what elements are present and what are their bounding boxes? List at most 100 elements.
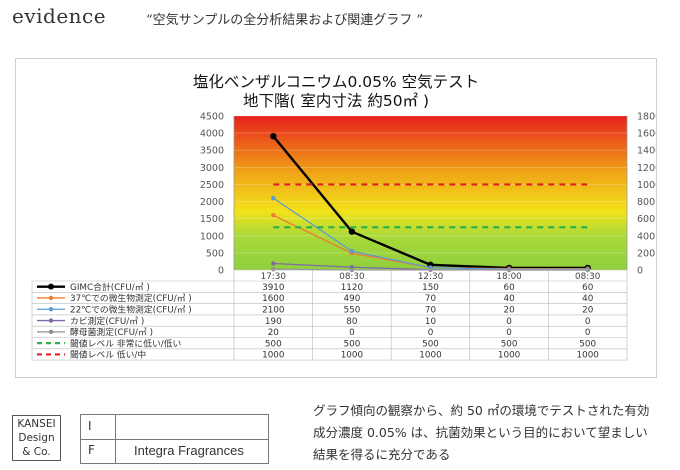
legend-marker xyxy=(48,295,54,301)
info-key: I xyxy=(88,419,92,433)
table-cell: 0 xyxy=(506,317,512,327)
table-cell: 190 xyxy=(265,317,282,327)
y-left-tick-label: 0 xyxy=(218,266,224,277)
table-cell: 490 xyxy=(344,294,361,304)
table-cell: 1000 xyxy=(262,351,285,361)
header-brand: evidence xyxy=(12,4,107,28)
logo-line: Design xyxy=(18,432,55,444)
table-cell: 20 xyxy=(582,305,594,315)
table-cell: 1000 xyxy=(498,351,521,361)
table-cell: 1000 xyxy=(577,351,600,361)
legend-marker xyxy=(48,307,54,312)
table-cell: 60 xyxy=(582,283,594,293)
y-right-tick-label: 1800 xyxy=(637,112,656,123)
table-cell: 150 xyxy=(422,283,439,293)
table-cell: 40 xyxy=(503,294,515,304)
legend-marker xyxy=(48,329,54,335)
header-subtitle: “空気サンプルの全分析結果および関連グラフ ” xyxy=(146,13,424,28)
info-divider xyxy=(115,439,116,463)
table-cell: 500 xyxy=(501,339,518,349)
table-cell: 20 xyxy=(503,305,515,315)
y-left-tick-label: 1500 xyxy=(200,214,224,225)
description-line: 結果を得るに充分である xyxy=(313,447,451,462)
table-cell: 500 xyxy=(265,339,282,349)
legend-label: 酵母菌測定(CFU/㎥ ) xyxy=(70,326,153,338)
table-cell: 1600 xyxy=(262,294,285,304)
description-line: グラフ傾向の観察から、約 50 ㎡の環境でテストされた有効 xyxy=(313,403,650,418)
table-cell: 80 xyxy=(346,317,358,327)
info-row: I xyxy=(81,415,268,440)
y-left-tick-label: 500 xyxy=(206,248,224,259)
legend-label: 閾値レベル 非常に低い/低い xyxy=(70,337,182,349)
y-left-tick-label: 4000 xyxy=(200,129,224,140)
data-point xyxy=(348,228,356,235)
table-cell: 60 xyxy=(503,283,515,293)
table-cell: 20 xyxy=(268,328,280,338)
y-right-tick-label: 600 xyxy=(637,214,655,225)
table-cell: 2100 xyxy=(262,305,285,315)
table-cell: 500 xyxy=(579,339,596,349)
description-line: 成分濃度 0.05% は、抗菌効果という目的において望ましい xyxy=(313,425,648,440)
kansei-logo: KANSEI Design & Co. xyxy=(12,415,61,461)
x-tick-label: 08:30 xyxy=(575,272,601,282)
data-point xyxy=(270,132,277,140)
y-right-tick-label: 1400 xyxy=(637,146,656,157)
table-cell: 1000 xyxy=(419,351,442,361)
table-cell: 1000 xyxy=(341,351,364,361)
table-cell: 500 xyxy=(344,339,361,349)
info-key: F xyxy=(88,443,95,457)
table-cell: 40 xyxy=(582,294,594,304)
y-left-tick-label: 1000 xyxy=(200,231,224,242)
chart-title-line: 塩化ベンザルコニウム0.05% 空気テスト xyxy=(193,73,479,91)
legend-label: カビ測定(CFU/㎥ ) xyxy=(70,315,144,327)
y-right-tick-label: 1600 xyxy=(637,129,656,140)
data-point xyxy=(271,213,276,218)
table-cell: 500 xyxy=(422,339,439,349)
y-left-tick-label: 3500 xyxy=(200,146,224,157)
table-cell: 0 xyxy=(428,328,434,338)
data-point xyxy=(349,248,355,254)
logo-line: & Co. xyxy=(22,446,51,458)
chart-title-line: 地下階( 室内寸法 約50㎡ ) xyxy=(243,92,429,110)
y-right-tick-label: 0 xyxy=(637,266,643,277)
table-cell: 70 xyxy=(425,305,437,315)
y-right-tick-label: 400 xyxy=(637,231,655,242)
table-cell: 550 xyxy=(344,305,361,315)
table-cell: 0 xyxy=(506,328,512,338)
y-right-tick-label: 1200 xyxy=(637,163,656,174)
y-left-tick-label: 2500 xyxy=(200,180,224,191)
data-point xyxy=(271,195,276,201)
table-cell: 3910 xyxy=(262,283,285,293)
info-value: Integra Fragrances xyxy=(134,443,244,458)
y-right-tick-label: 800 xyxy=(637,197,655,208)
chart-frame: 塩化ベンザルコニウム0.05% 空気テスト 地下階( 室内寸法 約50㎡ ) 0 50… xyxy=(15,58,657,378)
info-divider xyxy=(115,415,116,439)
data-point xyxy=(271,267,276,272)
table-cell: 70 xyxy=(425,294,437,304)
data-point xyxy=(271,261,276,266)
y-left-tick-label: 4500 xyxy=(200,112,224,123)
table-cell: 0 xyxy=(585,317,591,327)
x-tick-label: 18:00 xyxy=(496,272,522,282)
legend-marker xyxy=(48,283,54,290)
legend-marker xyxy=(48,318,54,323)
legend-label: GIMC合計(CFU/㎥ ) xyxy=(70,281,150,293)
info-box: I F Integra Fragrances xyxy=(80,414,269,464)
description: グラフ傾向の観察から、約 50 ㎡の環境でテストされた有効 成分濃度 0.05%… xyxy=(313,400,673,466)
y-left-tick-label: 3000 xyxy=(200,163,224,174)
legend-label: 22℃での微生物測定(CFU/㎥ ) xyxy=(70,303,192,315)
x-tick-label: 17:30 xyxy=(261,272,287,282)
logo-line: KANSEI xyxy=(17,418,56,430)
y-left-tick-label: 2000 xyxy=(200,197,224,208)
legend-label: 37℃での微生物測定(CFU/㎥ ) xyxy=(70,292,192,304)
y-right-tick-label: 200 xyxy=(637,248,655,259)
y-right-tick-label: 1000 xyxy=(637,180,656,191)
table-cell: 1120 xyxy=(341,283,364,293)
x-tick-label: 12:30 xyxy=(418,272,444,282)
x-tick-label: 08:30 xyxy=(339,272,365,282)
plot-background xyxy=(234,116,627,270)
info-row: F Integra Fragrances xyxy=(81,439,268,463)
table-cell: 0 xyxy=(349,328,355,338)
legend-label: 閾値レベル 低い/中 xyxy=(70,349,146,361)
